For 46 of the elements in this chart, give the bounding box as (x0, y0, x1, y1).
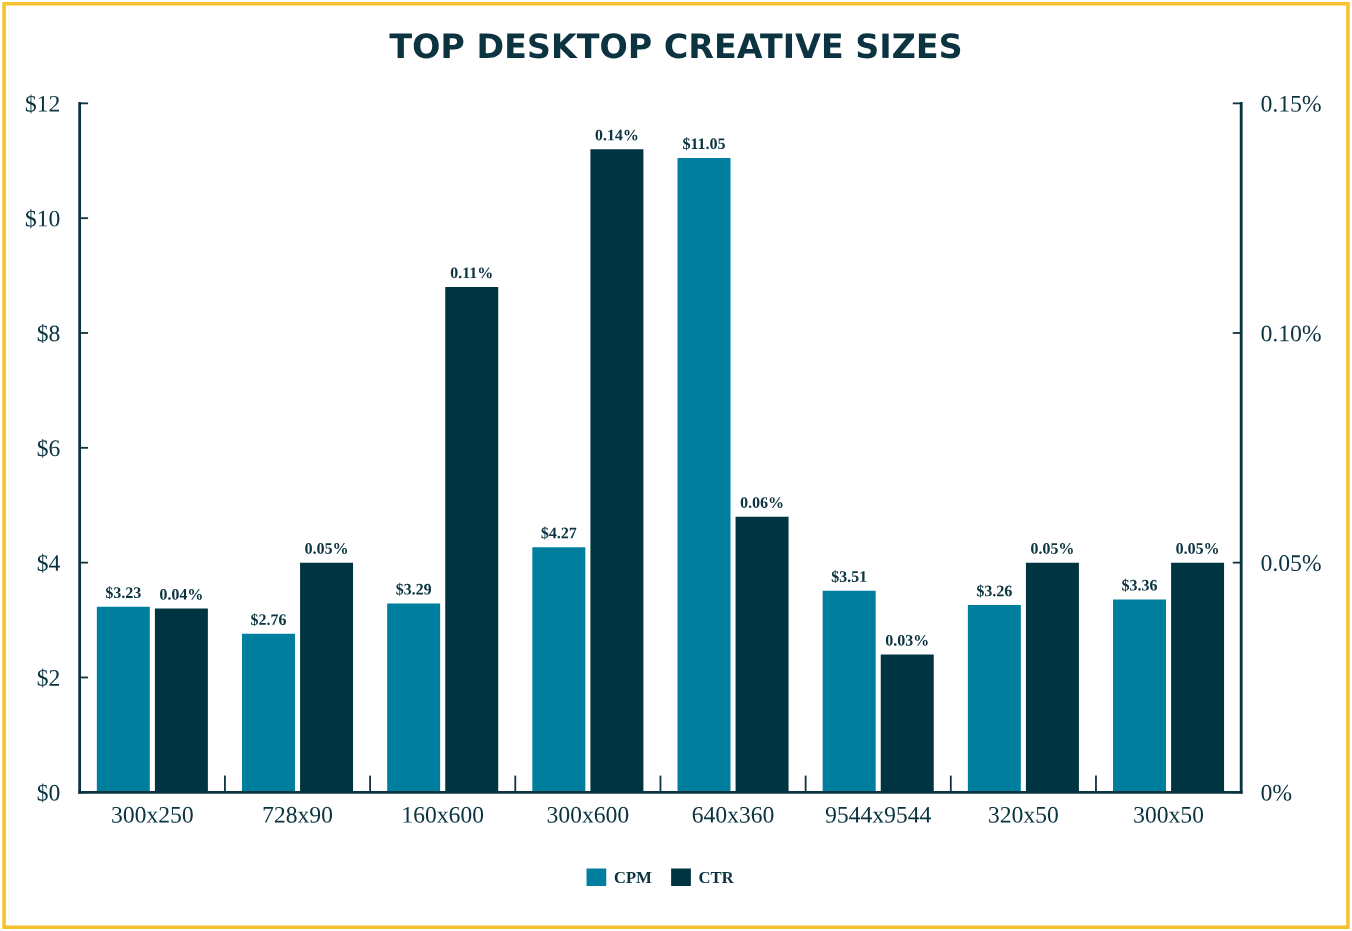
data-label: $3.26 (976, 584, 1012, 598)
bar (1113, 599, 1167, 793)
bar (822, 590, 876, 793)
x-tick-label: 300x50 (1134, 806, 1204, 823)
bar (677, 157, 731, 793)
bar (967, 605, 1021, 793)
y-tick-label: $10 (25, 209, 60, 229)
data-label: 0.05% (1031, 543, 1073, 554)
y2-tick-label: 0.10% (1261, 325, 1321, 342)
y2-tick-label: 0.15% (1261, 95, 1321, 112)
data-label: 0.04% (160, 588, 202, 600)
chart-title: TOP DESKTOP CREATIVE SIZES (389, 33, 961, 59)
y-tick-label: $12 (25, 94, 60, 114)
bar (242, 633, 295, 793)
y2-tick-label: 0.05% (1261, 555, 1321, 572)
data-label: $11.05 (683, 137, 725, 151)
y-tick-label: $4 (37, 553, 60, 573)
x-tick-label: 300x250 (112, 806, 193, 823)
data-label: $4.27 (541, 526, 577, 540)
x-tick-label: 160x600 (403, 806, 484, 823)
data-label: $3.36 (1122, 578, 1158, 592)
data-label: 0.06% (740, 497, 783, 508)
x-tick-label: 9544x9544 (825, 806, 931, 823)
y-tick-label: $2 (37, 668, 60, 688)
x-tick-label: 320x50 (989, 806, 1058, 823)
y-tick-label: $8 (37, 324, 60, 343)
data-label: 0.14% (595, 129, 638, 141)
y2-tick-label: 0% (1261, 784, 1292, 801)
data-label: 0.11% (450, 267, 492, 279)
y-tick-label: $6 (37, 438, 60, 458)
data-label: 0.05% (305, 543, 348, 554)
y-tick-label: $0 (37, 783, 60, 803)
data-label: $2.76 (251, 613, 286, 627)
bar (96, 606, 150, 793)
x-tick-label: 728x90 (263, 806, 333, 823)
legend-label: CTR (699, 871, 734, 884)
legend-label: CPM (614, 871, 652, 884)
data-label: $3.51 (831, 570, 867, 584)
x-tick-label: 640x360 (692, 806, 774, 823)
bar (532, 547, 586, 793)
x-tick-label: 300x600 (547, 806, 629, 823)
data-label: 0.03% (885, 634, 928, 646)
data-label: $3.23 (105, 586, 141, 600)
bar (387, 603, 441, 793)
data-label: $3.29 (396, 582, 432, 596)
data-label: 0.05% (1176, 543, 1219, 554)
